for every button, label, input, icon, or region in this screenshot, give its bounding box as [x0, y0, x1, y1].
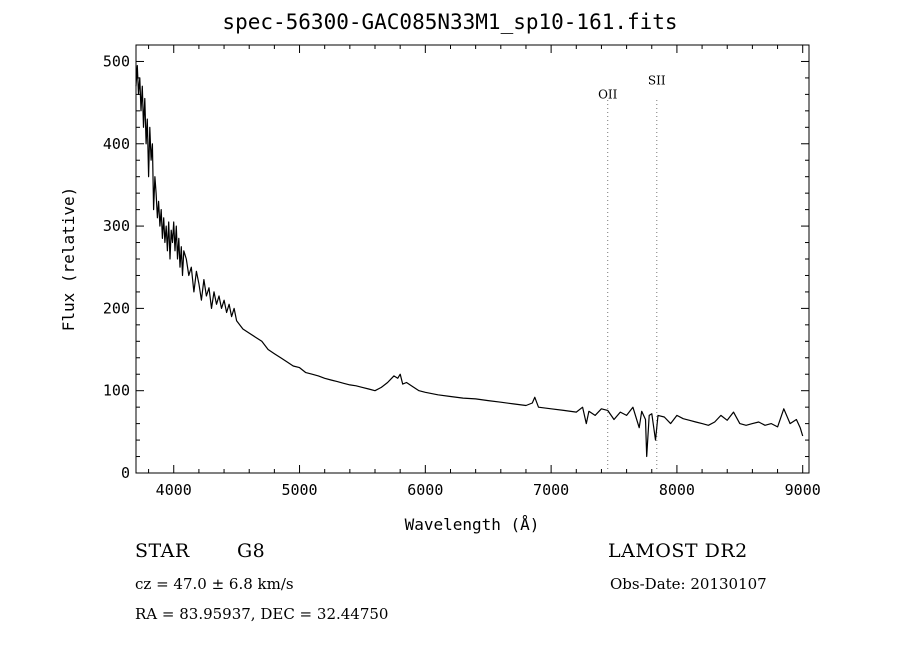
- object-class: STAR: [135, 540, 190, 562]
- chart-title: spec-56300-GAC085N33M1_sp10-161.fits: [222, 10, 678, 34]
- y-tick-label: 400: [103, 135, 130, 153]
- x-tick-label: 9000: [785, 481, 821, 499]
- x-axis: 4000 5000 6000 7000 8000 9000: [148, 45, 821, 499]
- annotation-label: SII: [648, 74, 666, 88]
- y-tick-label: 0: [121, 464, 130, 482]
- redshift-text: cz = 47.0 ± 6.8 km/s: [135, 575, 294, 593]
- spectrum-line: [135, 65, 804, 458]
- x-tick-label: 8000: [659, 481, 695, 499]
- y-tick-label: 200: [103, 299, 130, 317]
- survey-name: LAMOST DR2: [608, 540, 748, 562]
- y-tick-label: 500: [103, 52, 130, 70]
- y-tick-label: 100: [103, 382, 130, 400]
- coordinates-text: RA = 83.95937, DEC = 32.44750: [135, 605, 389, 623]
- annotation-labels: OII SII: [598, 74, 666, 102]
- y-tick-label: 300: [103, 217, 130, 235]
- x-axis-label: Wavelength (Å): [405, 515, 540, 534]
- x-tick-label: 6000: [407, 481, 443, 499]
- object-subclass: G8: [237, 540, 266, 562]
- y-axis-label: Flux (relative): [59, 187, 78, 332]
- x-tick-label: 7000: [533, 481, 569, 499]
- x-tick-label: 4000: [156, 481, 192, 499]
- annotation-label: OII: [598, 88, 618, 102]
- x-tick-label: 5000: [281, 481, 317, 499]
- obs-date-text: Obs-Date: 20130107: [610, 575, 767, 593]
- plot-frame: [135, 44, 810, 474]
- y-axis: 0 100 200 300 400 500: [103, 52, 809, 482]
